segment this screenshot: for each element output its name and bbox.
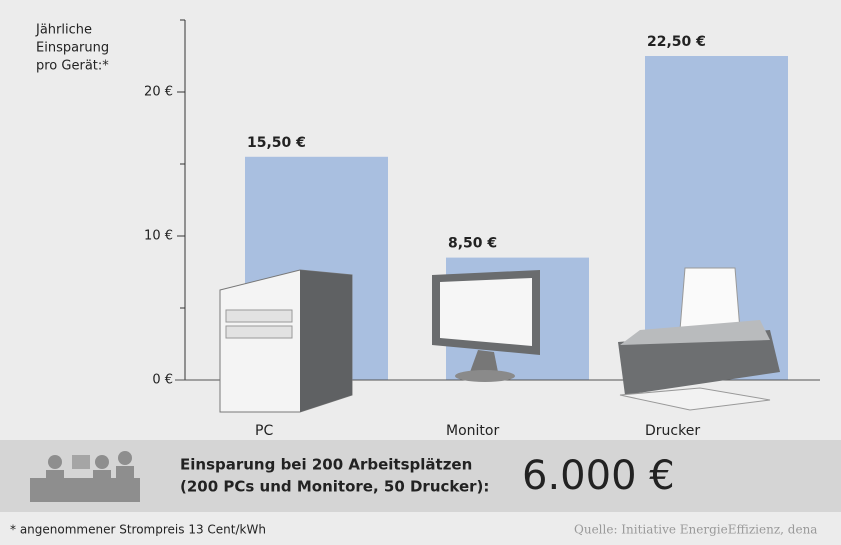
y-tick-label: 0 € <box>152 373 173 388</box>
x-tick-label: PC <box>255 423 273 439</box>
y-axis-label: Einsparung <box>36 41 109 56</box>
x-tick-label: Monitor <box>446 423 499 439</box>
value-label: 8,50 € <box>448 236 497 252</box>
page: {"chart_data": {"type": "bar", "y_label_… <box>0 0 841 545</box>
x-tick-label: Drucker <box>645 423 700 439</box>
monitor-screen <box>440 278 532 346</box>
y-tick-label: 20 € <box>144 85 173 100</box>
printer-paper <box>680 268 740 330</box>
value-label: 15,50 € <box>247 135 306 151</box>
y-axis-label: Jährliche <box>35 23 92 38</box>
pc-drive <box>226 326 292 338</box>
source: Quelle: Initiative EnergieEffizienz, den… <box>574 523 817 537</box>
pc-side <box>300 270 352 412</box>
summary-line: Einsparung bei 200 Arbeitsplätzen <box>180 456 472 474</box>
value-label: 22,50 € <box>647 34 706 50</box>
summary-total: 6.000 € <box>522 453 675 499</box>
footnote: * angenommener Strompreis 13 Cent/kWh <box>10 523 266 537</box>
monitor-foot <box>455 370 515 382</box>
pc-drive <box>226 310 292 322</box>
y-axis-label: pro Gerät:* <box>36 59 109 74</box>
chart: Einsparung bei 200 Arbeitsplätzen (200 P… <box>0 0 841 545</box>
summary-line: (200 PCs und Monitore, 50 Drucker): <box>180 478 489 496</box>
y-tick-label: 10 € <box>144 229 173 244</box>
